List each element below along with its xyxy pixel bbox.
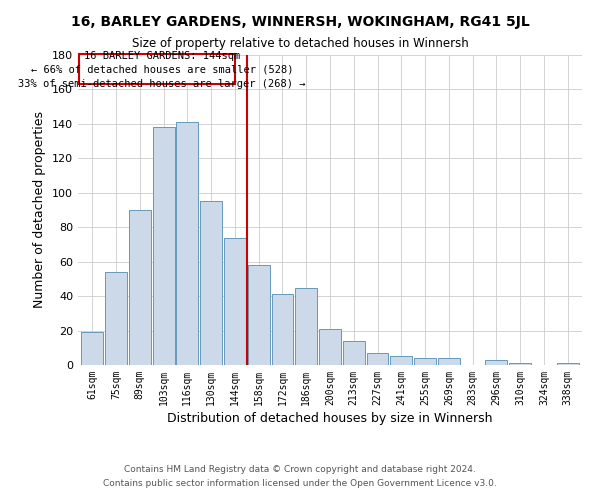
Bar — [82, 332, 103, 365]
Bar — [509, 364, 531, 365]
Bar — [295, 288, 317, 365]
Bar — [105, 272, 127, 365]
Text: 16 BARLEY GARDENS: 144sqm
← 66% of detached houses are smaller (528)
33% of semi: 16 BARLEY GARDENS: 144sqm ← 66% of detac… — [18, 50, 305, 88]
Bar — [129, 210, 151, 365]
Bar — [224, 238, 246, 365]
Bar — [438, 358, 460, 365]
Bar — [414, 358, 436, 365]
Bar — [343, 341, 365, 365]
Bar — [79, 54, 235, 84]
Bar — [272, 294, 293, 365]
Text: 16, BARLEY GARDENS, WINNERSH, WOKINGHAM, RG41 5JL: 16, BARLEY GARDENS, WINNERSH, WOKINGHAM,… — [71, 15, 529, 29]
Text: Contains HM Land Registry data © Crown copyright and database right 2024.
Contai: Contains HM Land Registry data © Crown c… — [103, 466, 497, 487]
Bar — [485, 360, 508, 365]
Bar — [176, 122, 198, 365]
Bar — [367, 353, 388, 365]
Text: Size of property relative to detached houses in Winnersh: Size of property relative to detached ho… — [131, 38, 469, 51]
Bar — [557, 364, 578, 365]
Bar — [319, 329, 341, 365]
Bar — [391, 356, 412, 365]
Bar — [200, 202, 222, 365]
Bar — [248, 265, 269, 365]
Y-axis label: Number of detached properties: Number of detached properties — [34, 112, 46, 308]
X-axis label: Distribution of detached houses by size in Winnersh: Distribution of detached houses by size … — [167, 412, 493, 425]
Bar — [152, 128, 175, 365]
